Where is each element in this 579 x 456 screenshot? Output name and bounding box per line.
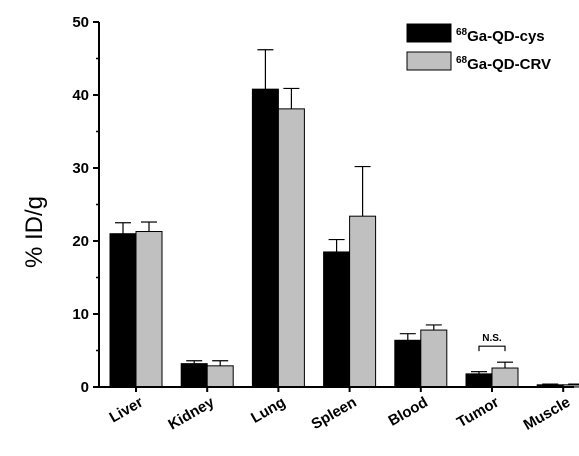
legend-label-series-1: 68Ga-QD-cys <box>456 27 545 45</box>
x-category-label: Lung <box>248 394 288 427</box>
bar-spleen-series-1 <box>323 251 351 388</box>
y-tick-label: 0 <box>81 379 89 396</box>
bar-blood-series-1 <box>394 339 422 388</box>
y-tick-label: 40 <box>72 87 89 104</box>
y-tick-label: 10 <box>72 306 89 323</box>
significance-label: N.S. <box>482 333 502 344</box>
significance-bracket <box>478 345 506 352</box>
legend-label-series-2: 68Ga-QD-CRV <box>456 55 551 73</box>
bar-kidney-series-2 <box>206 365 234 388</box>
category-labels: Liver Kidney Lung Spleen Blood Tumor Muscle <box>106 393 573 433</box>
y-tick-label: 20 <box>72 233 89 250</box>
annotations: N.S. <box>478 333 506 352</box>
y-tick-label: 30 <box>72 160 89 177</box>
y-axis-title: % ID/g <box>21 196 48 268</box>
bar-spleen-series-2 <box>349 215 377 388</box>
bar-tumor-series-2 <box>491 367 519 388</box>
bar-kidney-series-1 <box>180 363 208 388</box>
x-category-label: Kidney <box>165 393 217 433</box>
error-bars <box>115 49 579 385</box>
bar-blood-series-2 <box>420 329 448 388</box>
legend-swatch-series-2 <box>406 51 452 71</box>
legend-swatch-series-1 <box>406 23 452 43</box>
y-tick-label: 50 <box>72 14 89 31</box>
bar-tumor-series-1 <box>465 373 493 388</box>
x-category-label: Spleen <box>309 394 360 433</box>
x-category-label: Liver <box>106 394 146 427</box>
x-category-label: Blood <box>385 394 430 430</box>
x-category-label: Tumor <box>454 394 502 432</box>
bar-lung-series-2 <box>277 108 305 388</box>
bar-lung-series-1 <box>251 88 279 388</box>
legend: 68Ga-QD-cys 68Ga-QD-CRV <box>406 23 551 73</box>
y-axis-ticks: 0 10 20 30 40 50 <box>72 14 99 396</box>
bars <box>109 88 579 392</box>
bar-liver-series-1 <box>109 233 137 388</box>
bar-liver-series-2 <box>135 231 163 388</box>
x-category-label: Muscle <box>521 394 574 434</box>
axes <box>98 22 574 388</box>
